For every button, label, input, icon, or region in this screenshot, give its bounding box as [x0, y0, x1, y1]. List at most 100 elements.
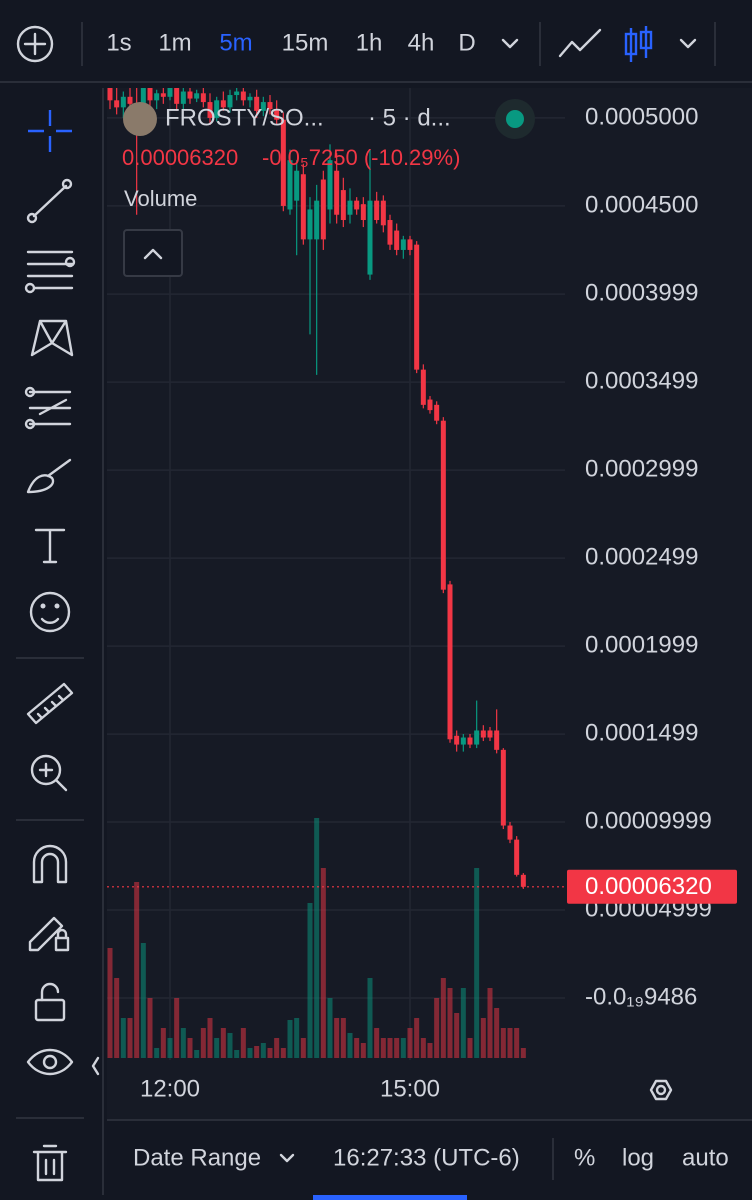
scroll-indicator [313, 1195, 467, 1200]
brush-tool[interactable] [26, 458, 72, 494]
log-toggle[interactable]: log [622, 1144, 654, 1171]
interval-button[interactable]: 5m [219, 29, 252, 56]
collapse-sidebar[interactable] [91, 1056, 100, 1076]
interval-button[interactable]: D [458, 29, 475, 56]
candle-body [447, 584, 453, 740]
candle-body [227, 95, 233, 108]
auto-toggle[interactable]: auto [682, 1144, 729, 1171]
y-tick-label: 0.0002499 [585, 544, 698, 571]
interval-button[interactable]: 1h [356, 29, 383, 56]
volume-bar [460, 988, 466, 1058]
candle-body [440, 420, 446, 590]
candle-body [167, 88, 173, 97]
crosshair-tool[interactable] [28, 110, 72, 152]
chart-panel [107, 88, 752, 1120]
y-tick-label: 0.00009999 [585, 807, 712, 834]
volume-bar [434, 998, 440, 1058]
volume-bar [427, 1043, 433, 1058]
volume-label: Volume [124, 186, 197, 211]
volume-bar [407, 1028, 413, 1058]
x-tick-label: 15:00 [380, 1075, 440, 1102]
volume-bar [300, 1038, 306, 1058]
y-tick-label: 0.0004500 [585, 191, 698, 218]
candle-body [300, 174, 306, 240]
candle-body [407, 239, 413, 250]
candle-body [420, 369, 426, 405]
volume-bar [314, 818, 320, 1058]
interval-button[interactable]: 1s [106, 29, 131, 56]
candle-body [120, 96, 126, 108]
volume-bar [247, 1048, 253, 1058]
chart-type-dropdown[interactable] [679, 38, 697, 49]
candle-body [334, 170, 340, 215]
candle-chart-button[interactable] [624, 26, 653, 62]
prediction-tool[interactable] [24, 386, 72, 430]
text-tool[interactable] [34, 528, 66, 564]
volume-bar [334, 1018, 340, 1058]
visibility-tool[interactable] [26, 1048, 74, 1076]
lock-tool[interactable] [34, 982, 66, 1022]
fib-tool[interactable] [24, 250, 76, 294]
x-tick-label: 12:00 [140, 1075, 200, 1102]
collapse-legend-button[interactable] [123, 229, 183, 277]
volume-bar [240, 1028, 246, 1058]
percent-toggle[interactable]: % [574, 1144, 595, 1171]
interval-button[interactable]: 4h [408, 29, 435, 56]
candle-body [394, 230, 400, 250]
add-symbol-button[interactable] [16, 25, 54, 63]
candle-body [434, 404, 440, 421]
candle-body [234, 91, 240, 96]
volume-bar [140, 943, 146, 1058]
volume-bar [467, 1038, 473, 1058]
volume-bar [260, 1043, 266, 1058]
line-chart-button[interactable] [558, 28, 602, 58]
volume-bar [160, 1028, 166, 1058]
volume-bar [354, 1038, 360, 1058]
delete-tool[interactable] [32, 1144, 68, 1182]
emoji-tool[interactable] [29, 591, 71, 633]
trend-line-tool[interactable] [26, 178, 73, 224]
interval-button[interactable]: 15m [282, 29, 329, 56]
volume-bar [280, 1048, 286, 1058]
candle-body [460, 737, 466, 745]
candle-body [347, 200, 353, 215]
candle-body [147, 88, 153, 101]
volume-bar [507, 1028, 513, 1058]
volume-bar [127, 1018, 133, 1058]
candle-body [494, 730, 500, 750]
volume-bar [274, 1038, 280, 1058]
volume-bar [234, 1050, 240, 1058]
candle-body [487, 730, 493, 738]
settings-button[interactable] [649, 1079, 673, 1101]
interval-button[interactable]: 1m [158, 29, 191, 56]
zoom-tool[interactable] [30, 754, 68, 792]
volume-bar [387, 1038, 393, 1058]
volume-bar [447, 988, 453, 1058]
volume-bar [494, 1008, 500, 1058]
volume-bar [340, 1018, 346, 1058]
candle-body [214, 100, 220, 118]
candle-body [174, 88, 180, 104]
candle-body [327, 160, 333, 210]
candle-body [294, 170, 300, 201]
volume-bar [147, 998, 153, 1058]
magnet-tool[interactable] [32, 844, 68, 884]
lock-drawing-tool[interactable] [28, 916, 70, 952]
interval-dropdown[interactable] [501, 38, 519, 49]
date-range-button[interactable]: Date Range [133, 1144, 261, 1171]
candle-body [367, 200, 373, 275]
ruler-tool[interactable] [26, 682, 74, 725]
volume-bar [394, 1038, 400, 1058]
candle-body [454, 735, 460, 745]
volume-bar [380, 1038, 386, 1058]
header-price: 0.00006320 [122, 145, 238, 170]
clock: 16:27:33 (UTC-6) [333, 1144, 520, 1171]
interval-group: 1s 1m 5m 15m 1h 4h D [106, 29, 475, 56]
date-range-dropdown[interactable] [279, 1153, 295, 1163]
volume-bar [267, 1048, 273, 1058]
candle-body [514, 839, 520, 875]
volume-bar [134, 882, 140, 1058]
pattern-tool[interactable] [30, 319, 74, 357]
volume-bar [414, 1018, 420, 1058]
